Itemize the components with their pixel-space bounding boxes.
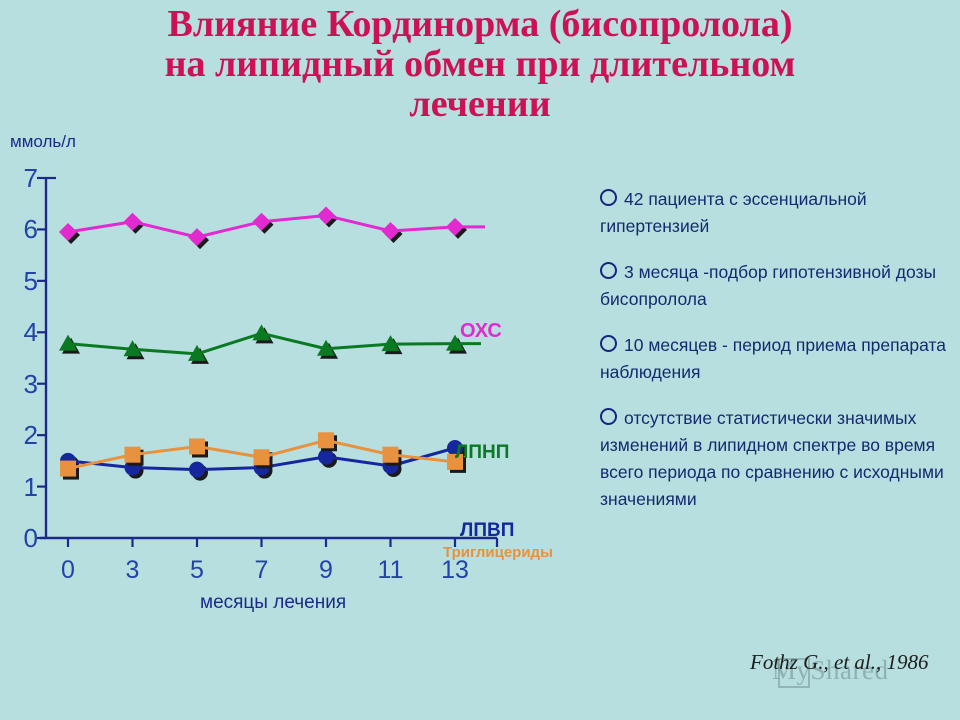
data-point-triangle	[252, 324, 271, 341]
marker-square	[124, 446, 141, 463]
marker-diamond	[252, 212, 271, 231]
x-tick-label: 9	[319, 556, 333, 584]
marker-diamond	[188, 228, 206, 247]
data-point-triangle	[381, 335, 400, 352]
bullet-marker-icon	[600, 189, 617, 206]
marker-triangle	[381, 335, 400, 352]
y-axis-unit-label: ммоль/л	[10, 132, 76, 151]
bullet-text: 42 пациента с эссенциальной гипертензией	[600, 189, 867, 236]
x-tick-label: 3	[125, 556, 140, 584]
marker-square	[189, 438, 205, 455]
title-line-3: лечении	[409, 83, 551, 125]
series-label-lpnp: ЛПНП	[455, 442, 510, 463]
marker-square	[253, 449, 270, 466]
data-point-diamond	[123, 212, 142, 231]
data-point-triangle	[317, 339, 335, 356]
bullet-list: 42 пациента с эссенциальной гипертензией…	[600, 186, 952, 532]
page-title: Влияние Кординорма (бисопролола) на липи…	[0, 4, 960, 124]
marker-triangle	[317, 339, 335, 356]
marker-circle	[447, 440, 463, 456]
marker-square	[382, 446, 399, 463]
marker-triangle	[188, 344, 206, 361]
series-Триглицериды	[60, 432, 466, 480]
data-point-diamond	[188, 228, 206, 247]
data-point-triangle	[59, 334, 77, 351]
series-label-triglycerides: Триглицериды	[443, 544, 553, 561]
data-point-diamond	[252, 212, 271, 231]
marker-diamond	[123, 212, 142, 231]
y-tick-label: 4	[23, 317, 38, 348]
y-tick-label: 7	[23, 163, 38, 193]
data-point-triangle	[188, 344, 206, 361]
title-line-1: Влияние Кординорма (бисопролола)	[167, 3, 793, 45]
marker-triangle	[123, 340, 142, 357]
bullet-text: 3 месяца -подбор гипотензивной дозы бисо…	[600, 262, 937, 309]
marker-diamond	[59, 223, 77, 241]
data-point-diamond	[381, 221, 400, 240]
y-tick-label: 1	[23, 471, 38, 502]
bullet-item: 3 месяца -подбор гипотензивной дозы бисо…	[600, 259, 952, 313]
x-tick-label: 0	[61, 556, 75, 584]
chart-plot-area	[37, 176, 499, 547]
bullet-item: отсутствие статистически значимых измене…	[600, 405, 952, 513]
marker-circle	[318, 448, 334, 465]
x-tick-label: 5	[190, 556, 204, 584]
data-point-square	[382, 446, 399, 463]
data-point-square	[189, 438, 205, 455]
bullet-marker-icon	[600, 335, 617, 352]
watermark-text: MyShared	[772, 655, 889, 685]
y-tick-label: 2	[23, 420, 38, 451]
y-tick-label: 3	[23, 368, 38, 399]
series-ОХС	[59, 206, 467, 250]
x-tick-label: 13	[441, 556, 469, 584]
x-tick-label: 11	[377, 556, 404, 584]
bullet-marker-icon	[600, 408, 617, 425]
bullet-marker-icon	[600, 262, 617, 279]
y-tick-label: 5	[23, 265, 38, 296]
data-point-circle	[189, 461, 205, 478]
marker-triangle	[59, 334, 77, 351]
data-point-square	[318, 432, 334, 449]
data-point-square	[60, 460, 76, 477]
line-chart: ммоль/л 0 1 2 3 4 5 6 7 0 3 5 7 9 11 13 месяцы лечени…	[0, 120, 590, 630]
marker-diamond	[381, 221, 400, 240]
data-point-circle	[318, 448, 334, 465]
marker-triangle	[252, 324, 271, 341]
x-axis-title: месяцы лечения	[200, 592, 347, 613]
citation: Fothz G., et al., 1986	[750, 650, 929, 674]
watermark-icon	[778, 658, 810, 688]
marker-diamond	[317, 206, 335, 225]
bullet-text: отсутствие статистически значимых измене…	[600, 408, 944, 509]
data-point-square	[253, 449, 270, 466]
data-point-circle	[447, 440, 463, 456]
marker-circle	[189, 461, 205, 478]
series-label-ohs: ОХС	[460, 320, 502, 342]
data-point-triangle	[123, 340, 142, 357]
bullet-text: 10 месяцев - период приема препарата наб…	[600, 335, 946, 382]
data-point-square	[124, 446, 141, 463]
data-point-diamond	[317, 206, 335, 225]
series-ЛПНП	[59, 324, 467, 364]
bullet-item: 42 пациента с эссенциальной гипертензией	[600, 186, 952, 240]
marker-square	[318, 432, 334, 449]
bullet-item: 10 месяцев - период приема препарата наб…	[600, 332, 952, 386]
title-line-2: на липидный обмен при длительном	[164, 43, 796, 85]
y-tick-label: 0	[23, 523, 38, 553]
x-tick-label: 7	[254, 556, 269, 584]
marker-square	[60, 460, 76, 477]
series-label-lpvp: ЛПВП	[460, 520, 515, 541]
data-point-diamond	[59, 223, 77, 241]
y-tick-label: 6	[23, 214, 38, 245]
